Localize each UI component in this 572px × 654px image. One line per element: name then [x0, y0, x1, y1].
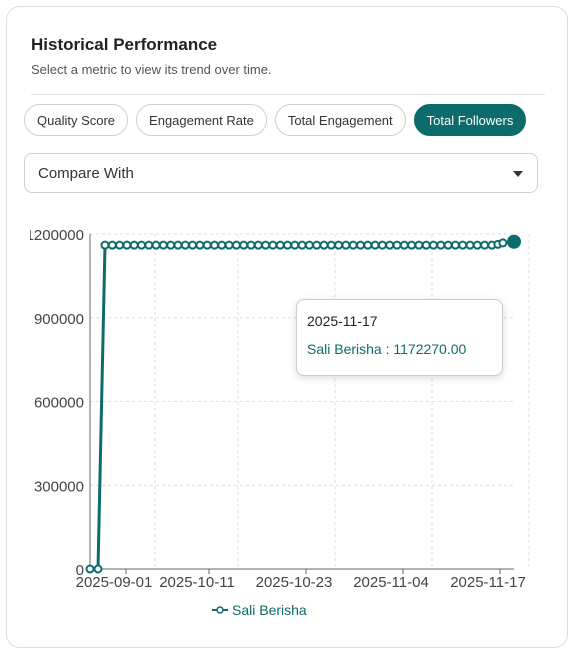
- tooltip-series-value: 1172270.00: [393, 341, 467, 357]
- y-tick-label: 300000: [34, 478, 84, 495]
- data-point: [195, 240, 205, 250]
- metric-pill-total-engagement[interactable]: Total Engagement: [274, 104, 406, 136]
- data-point: [85, 564, 95, 574]
- data-point: [115, 240, 125, 250]
- chart-legend-item[interactable]: Sali Berisha: [212, 602, 307, 618]
- metric-selector: Quality Score Engagement Rate Total Enga…: [24, 104, 527, 136]
- data-point: [217, 240, 227, 250]
- data-point: [107, 240, 117, 250]
- chart-tooltip: 2025-11-17 Sali Berisha : 1172270.00: [296, 299, 503, 376]
- data-point: [261, 240, 271, 250]
- data-point: [224, 240, 234, 250]
- tooltip-value: Sali Berisha : 1172270.00: [307, 341, 467, 357]
- data-point: [202, 240, 212, 250]
- data-point: [319, 240, 329, 250]
- data-point: [151, 240, 161, 250]
- data-point: [93, 564, 103, 574]
- data-point: [363, 240, 373, 250]
- data-point: [399, 240, 409, 250]
- data-point: [407, 240, 417, 250]
- data-point: [421, 240, 431, 250]
- data-point: [472, 240, 482, 250]
- divider: [31, 94, 545, 95]
- data-point: [246, 240, 256, 250]
- x-tick-label: 2025-10-23: [256, 574, 333, 591]
- data-point: [137, 240, 146, 250]
- x-tick-label: 2025-10-11: [159, 574, 235, 591]
- data-point: [450, 240, 460, 250]
- data-point: [239, 240, 249, 250]
- data-point: [100, 240, 110, 250]
- data-point: [268, 240, 278, 250]
- data-point: [414, 240, 424, 250]
- data-point: [436, 240, 446, 250]
- y-tick-label: 600000: [34, 395, 84, 412]
- data-point: [231, 240, 241, 250]
- data-point: [498, 238, 508, 248]
- active-data-point: [507, 234, 521, 249]
- data-point: [144, 240, 154, 250]
- data-point: [385, 240, 395, 250]
- data-point: [377, 240, 387, 250]
- data-point: [210, 240, 219, 250]
- x-tick-label: 2025-11-17: [450, 574, 526, 591]
- data-point: [326, 240, 336, 250]
- data-point: [166, 240, 176, 250]
- compare-with-select[interactable]: Compare With: [24, 153, 538, 193]
- data-point: [129, 240, 139, 250]
- metric-pill-quality-score[interactable]: Quality Score: [24, 104, 129, 136]
- data-point: [334, 240, 344, 250]
- data-point: [188, 240, 198, 250]
- compare-with-label: Compare With: [38, 164, 134, 182]
- tooltip-date: 2025-11-17: [307, 313, 378, 329]
- data-point: [275, 240, 285, 250]
- y-tick-label: 1200000: [26, 227, 84, 244]
- data-point: [443, 240, 453, 250]
- y-tick-label: 0: [76, 562, 84, 579]
- card-title: Historical Performance: [31, 35, 218, 54]
- data-point: [283, 240, 292, 250]
- y-tick-label: 900000: [34, 311, 84, 328]
- data-point: [348, 240, 358, 250]
- metric-pill-total-followers[interactable]: Total Followers: [413, 104, 527, 136]
- legend-line-icon: [212, 606, 228, 614]
- card-subtitle: Select a metric to view its trend over t…: [31, 62, 272, 77]
- tooltip-series-name: Sali Berisha: [307, 341, 382, 357]
- data-point: [370, 240, 380, 250]
- data-point: [465, 240, 475, 250]
- data-point: [480, 240, 490, 250]
- metric-pill-engagement-rate[interactable]: Engagement Rate: [136, 104, 267, 136]
- data-point: [429, 240, 438, 250]
- data-point: [173, 240, 183, 250]
- data-point: [341, 240, 351, 250]
- data-point: [312, 240, 322, 250]
- data-point: [122, 240, 132, 250]
- series-line: [90, 240, 515, 571]
- data-point: [304, 240, 314, 250]
- data-point: [458, 240, 468, 250]
- x-tick-label: 2025-09-01: [76, 574, 153, 591]
- data-point: [158, 240, 168, 250]
- data-point: [180, 240, 190, 250]
- legend-label: Sali Berisha: [232, 602, 307, 618]
- data-point: [392, 240, 402, 250]
- data-point: [253, 240, 263, 250]
- data-point: [356, 240, 365, 250]
- x-tick-label: 2025-11-04: [353, 574, 429, 591]
- data-point: [297, 240, 307, 250]
- data-point: [290, 240, 300, 250]
- chevron-down-icon: [513, 171, 523, 177]
